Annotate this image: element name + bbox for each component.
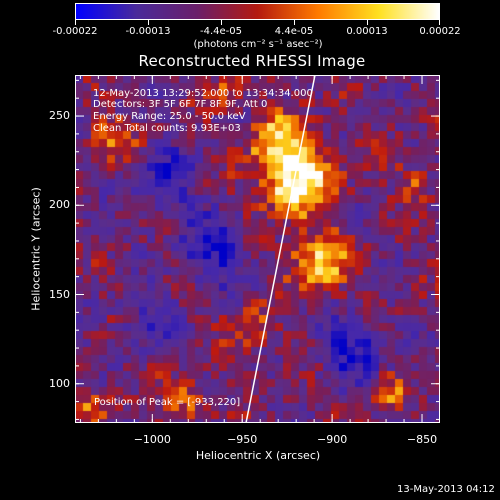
colorbar-tick-label: -0.00022 bbox=[52, 26, 98, 37]
colorbar-tick bbox=[367, 20, 368, 25]
time-range-label: 12-May-2013 13:29:52.000 to 13:34:34.000 bbox=[93, 88, 313, 99]
colorbar-tick-label: 0.00022 bbox=[419, 26, 461, 37]
x-tick-label: −1000 bbox=[133, 433, 171, 446]
axis-tickmarks bbox=[75, 75, 440, 423]
image-plot bbox=[75, 75, 440, 423]
colorbar-tick-label: -0.00013 bbox=[125, 26, 171, 37]
y-tick-label: 250 bbox=[49, 109, 70, 123]
x-tick-label: −850 bbox=[406, 433, 438, 446]
plot-title: Reconstructed RHESSI Image bbox=[138, 52, 366, 70]
limb-line bbox=[245, 75, 316, 423]
colorbar-units: (photons cm⁻² s⁻¹ asec⁻²) bbox=[193, 39, 323, 50]
energy-range-label: Energy Range: 25.0 - 50.0 keV bbox=[93, 111, 246, 122]
colorbar-tick bbox=[75, 20, 76, 25]
y-tick-label: 100 bbox=[49, 376, 70, 390]
colorbar-tick bbox=[221, 20, 222, 25]
plot-frame bbox=[75, 75, 440, 423]
colorbar-tick-label: 4.4e-05 bbox=[274, 26, 314, 37]
colorbar bbox=[75, 3, 440, 20]
detectors-label: Detectors: 3F 5F 6F 7F 8F 9F, Att 0 bbox=[93, 99, 268, 110]
date-stamp: 13-May-2013 04:12 bbox=[397, 484, 495, 495]
y-tick-label: 150 bbox=[49, 287, 70, 301]
x-tick-label: −900 bbox=[317, 433, 348, 446]
colorbar-tick bbox=[439, 20, 440, 25]
y-tick-label: 200 bbox=[49, 198, 70, 212]
clean-counts-label: Clean Total counts: 9.93E+03 bbox=[93, 123, 241, 134]
x-axis-label: Heliocentric X (arcsec) bbox=[195, 449, 321, 462]
colorbar-tick-label: -4.4e-05 bbox=[200, 26, 242, 37]
colorbar-tick-label: 0.00013 bbox=[346, 26, 388, 37]
plot-overlay bbox=[75, 75, 440, 423]
peak-position-label: Position of Peak = [-933,220] bbox=[94, 397, 241, 408]
colorbar-tick bbox=[148, 20, 149, 25]
colorbar-tick bbox=[294, 20, 295, 25]
x-tick-label: −950 bbox=[227, 433, 258, 446]
